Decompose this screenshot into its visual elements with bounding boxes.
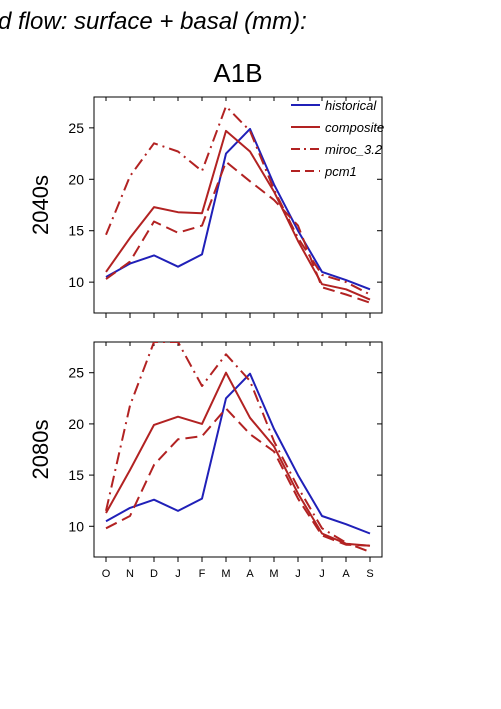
series-group <box>105 105 371 304</box>
plot-frame <box>93 96 383 314</box>
legend: historical composite miroc_3.2 pcm1 <box>291 98 384 179</box>
chart-panels: 10 15 20 25 2040s historical composite miroc_3.… <box>28 96 384 580</box>
y-tick-label: 25 <box>68 120 84 136</box>
y-tick-label: 10 <box>68 274 84 290</box>
legend-label: historical <box>325 98 377 113</box>
chart-panel-2040s: 10 15 20 25 2040s historical composite miroc_3.… <box>28 96 384 318</box>
y-tick-label: 15 <box>68 223 84 239</box>
y-tick-label: 10 <box>68 518 84 534</box>
series-line-composite <box>105 129 371 301</box>
figure-title: d flow: surface + basal (mm): <box>0 8 307 35</box>
scenario-title: A1B <box>213 58 262 88</box>
series-line-composite <box>105 371 371 547</box>
x-tick-label: M <box>269 568 278 580</box>
series-group <box>105 342 371 553</box>
y-axis-label: 2040s <box>28 175 53 235</box>
series-line-pcm1 <box>105 160 371 304</box>
x-tick-label: A <box>246 568 254 580</box>
series-line-pcm1 <box>105 407 371 547</box>
plot-frame <box>93 341 383 558</box>
series-line-miroc-3-2 <box>105 105 371 296</box>
y-tick-label: 20 <box>68 416 84 432</box>
chart-panel-2080s: 10 15 20 25 O N D J F M A M J J A S 2080s <box>28 341 383 580</box>
series-line-historical <box>105 372 371 535</box>
x-tick-label: O <box>102 568 111 580</box>
series-line-miroc-3-2 <box>105 342 371 553</box>
x-tick-label: A <box>342 568 350 580</box>
x-tick-label: N <box>126 568 134 580</box>
y-axis-label: 2080s <box>28 420 53 480</box>
x-tick-label: J <box>175 568 181 580</box>
legend-label: composite <box>325 120 384 135</box>
x-tick-label: F <box>199 568 206 580</box>
y-tick-label: 20 <box>68 171 84 187</box>
legend-label: miroc_3.2 <box>325 142 383 157</box>
x-tick-label: M <box>221 568 230 580</box>
y-tick-label: 15 <box>68 467 84 483</box>
x-tick-label: D <box>150 568 158 580</box>
x-tick-label: J <box>319 568 325 580</box>
x-tick-label: J <box>295 568 301 580</box>
x-tick-label: S <box>366 568 373 580</box>
legend-label: pcm1 <box>324 164 357 179</box>
y-tick-label: 25 <box>68 365 84 381</box>
